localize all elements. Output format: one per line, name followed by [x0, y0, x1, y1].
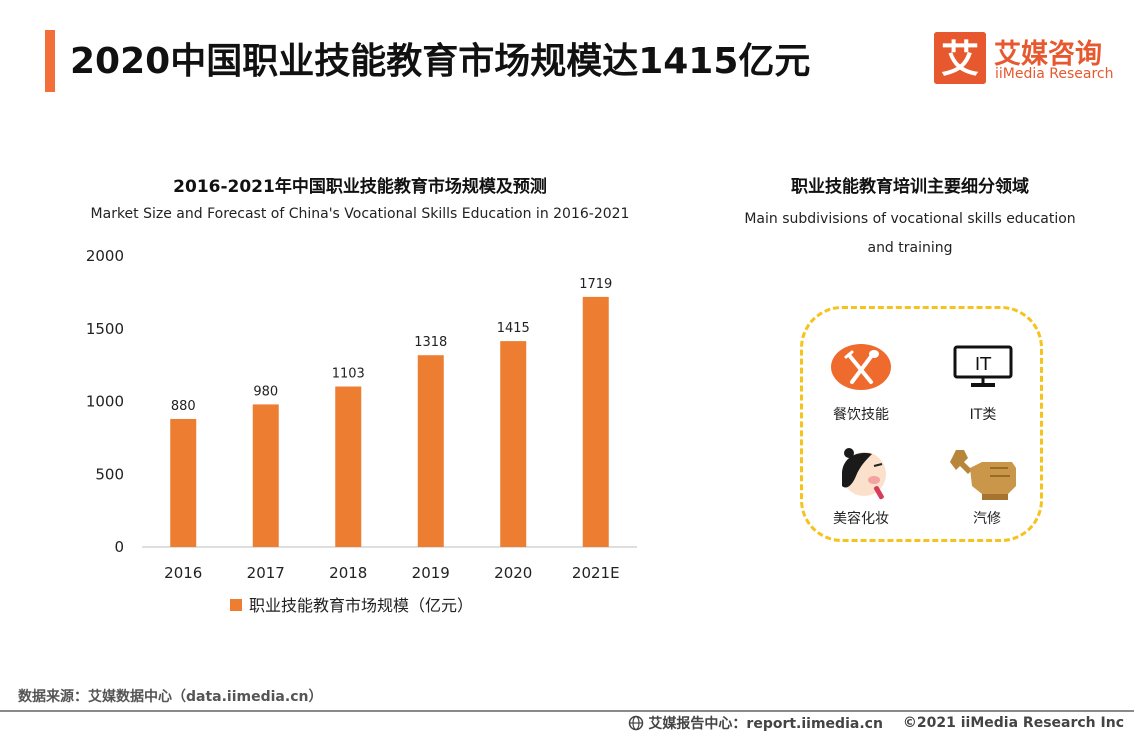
y-tick-label: 1500 [86, 320, 124, 338]
bar [252, 404, 279, 547]
legend-swatch [230, 599, 242, 611]
makeup-face-icon [842, 448, 886, 500]
x-tick-label: 2017 [247, 564, 285, 582]
y-tick-label: 0 [114, 538, 124, 556]
report-center-link[interactable]: 艾媒报告中心：report.iimedia.cn [648, 716, 883, 732]
logo-mark-char: 艾 [941, 37, 979, 81]
data-source: 数据来源：艾媒数据中心（data.iimedia.cn） [18, 689, 323, 705]
data-label: 1415 [497, 321, 530, 336]
chart-title-en: Market Size and Forecast of China's Voca… [90, 206, 630, 222]
y-tick-label: 500 [95, 465, 124, 483]
bar [582, 296, 609, 547]
logo-text-en: iiMedia Research [995, 66, 1114, 82]
bar [335, 386, 362, 547]
x-tick-label: 2018 [329, 564, 367, 582]
iimedia-logo: 艾 艾媒咨询 iiMedia Research [934, 32, 1124, 88]
globe-icon [629, 715, 644, 731]
fork-knife-icon [831, 344, 891, 390]
y-tick-label: 2000 [86, 247, 124, 265]
wrench-hand-icon [950, 450, 1016, 500]
title-accent-bar [45, 30, 55, 92]
chart-title-cn: 2016-2021年中国职业技能教育市场规模及预测 [173, 177, 547, 197]
data-label: 880 [171, 399, 196, 414]
segment-label: 汽修 [973, 511, 1001, 527]
bar [500, 341, 527, 547]
svg-text:IT: IT [975, 354, 992, 375]
y-tick-label: 1000 [86, 393, 124, 411]
bar [170, 418, 197, 547]
data-label: 1103 [332, 367, 365, 382]
copyright-text: ©2021 iiMedia Research Inc [902, 715, 1124, 731]
footer: 艾媒报告中心：report.iimedia.cn ©2021 iiMedia R… [628, 713, 1124, 733]
segment-beauty: 美容化妆 [816, 446, 906, 528]
segment-it: IT IT类 [938, 342, 1028, 424]
segment-label: 美容化妆 [833, 511, 889, 527]
segment-label: 餐饮技能 [833, 407, 889, 423]
segments-title-cn: 职业技能教育培训主要细分领域 [791, 177, 1029, 197]
logo-mark-icon: 艾 [934, 32, 986, 84]
segment-catering: 餐饮技能 [816, 342, 906, 424]
market-size-bar-chart: 0 500 1000 1500 2000 880 2016 980 2017 1103 2018 13… [86, 247, 637, 615]
legend-label: 职业技能教育市场规模（亿元） [249, 596, 473, 615]
x-tick-label: 2016 [164, 564, 202, 582]
logo-text-cn: 艾媒咨询 [994, 39, 1102, 70]
x-tick-label: 2021E [572, 564, 620, 582]
segment-auto-repair: 汽修 [942, 446, 1032, 528]
bar [417, 355, 444, 547]
computer-monitor-icon: IT [953, 345, 1013, 387]
footer-divider [0, 710, 1134, 712]
data-label: 980 [253, 384, 278, 399]
segments-title-en: Main subdivisions of vocational skills e… [744, 211, 1076, 256]
data-label: 1719 [579, 277, 612, 292]
page-title: 2020中国职业技能教育市场规模达1415亿元 [70, 41, 811, 82]
segment-label: IT类 [969, 407, 997, 423]
x-tick-label: 2019 [412, 564, 450, 582]
segments-box [800, 306, 1043, 542]
data-label: 1318 [414, 335, 447, 350]
x-tick-label: 2020 [494, 564, 532, 582]
